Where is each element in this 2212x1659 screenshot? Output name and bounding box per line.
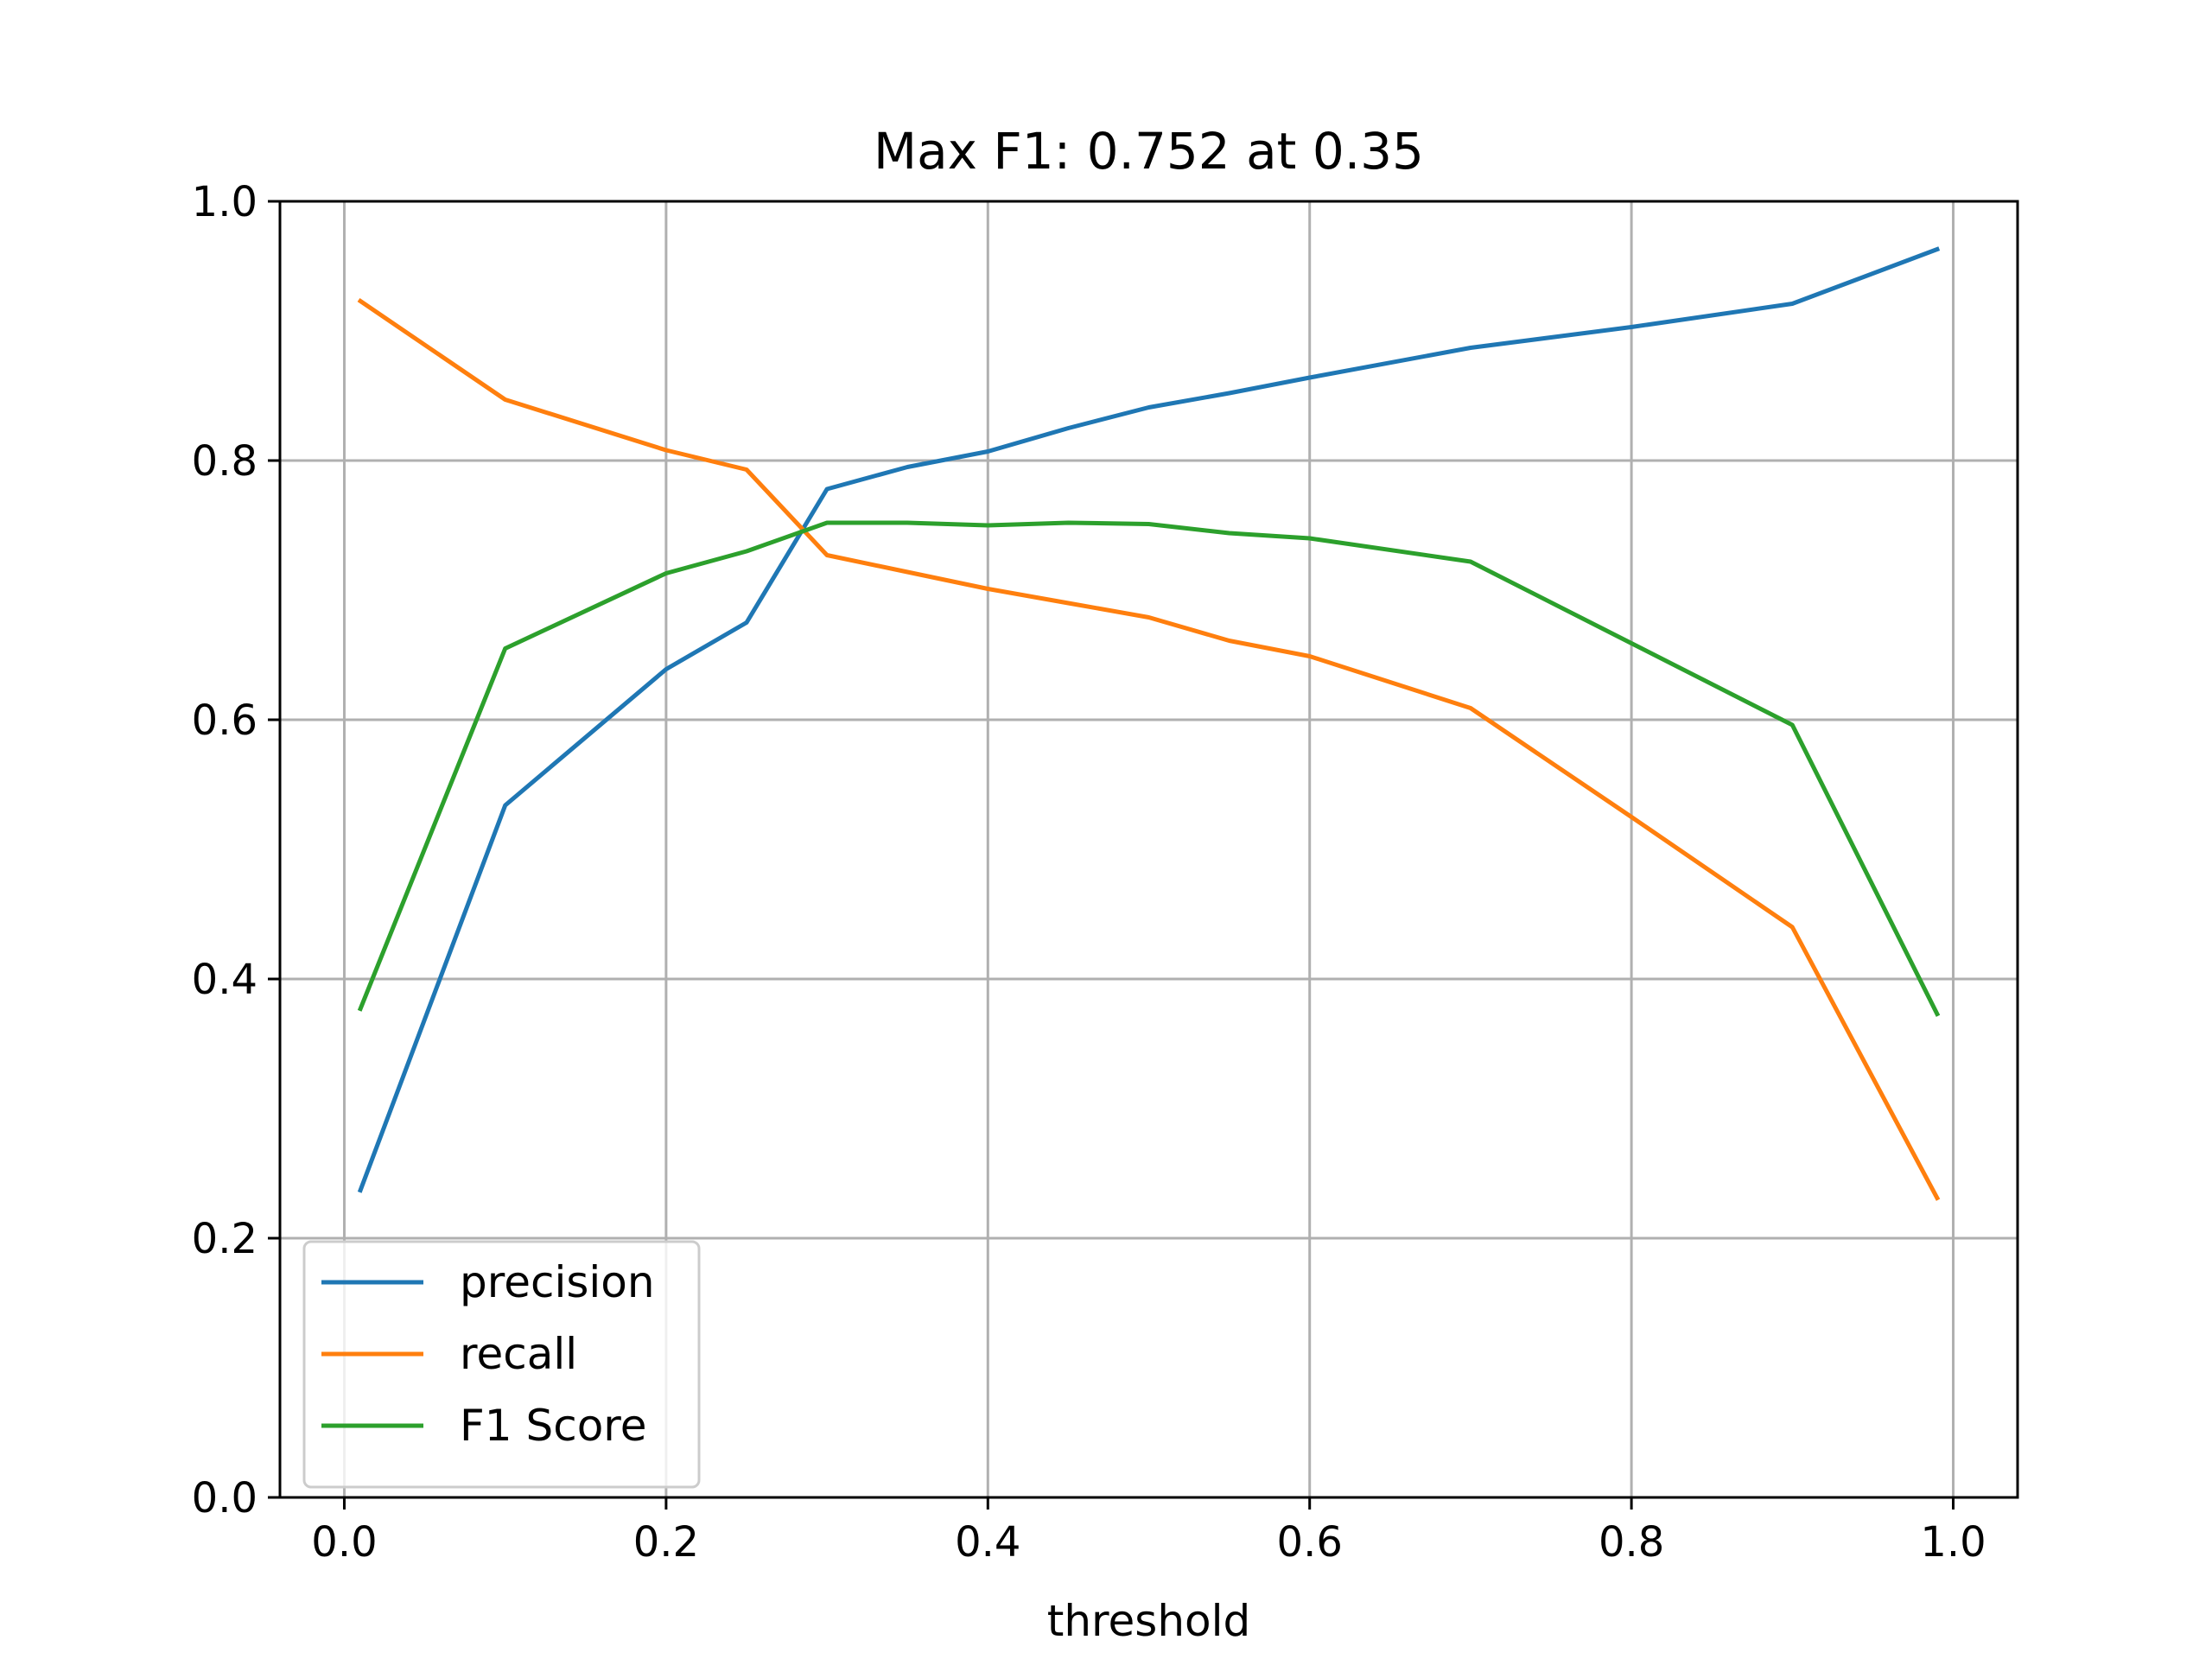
legend: precision recall F1 Score [302, 1240, 701, 1489]
y-tick-label: 0.6 [192, 696, 257, 745]
legend-label-f1-score: F1 Score [460, 1401, 647, 1451]
legend-label-precision: precision [460, 1257, 655, 1307]
plot-area-frame [278, 200, 2019, 1499]
series-lines [357, 246, 1941, 1201]
y-tick-label: 1.0 [192, 178, 257, 226]
y-tick-label: 0.4 [192, 956, 257, 1004]
x-tick-label: 1.0 [1920, 1518, 1986, 1567]
x-tick-label: 0.8 [1599, 1518, 1664, 1567]
y-tick-label: 0.2 [192, 1215, 257, 1263]
chart-title: Max F1: 0.752 at 0.35 [874, 122, 1424, 181]
series-line-f1-score [357, 520, 1941, 1017]
series-line-precision [357, 246, 1941, 1193]
x-tick-label: 0.2 [633, 1518, 699, 1567]
legend-label-recall: recall [460, 1329, 577, 1379]
y-tick-label: 0.8 [192, 437, 257, 486]
x-axis-label: threshold [1047, 1596, 1250, 1646]
series-line-recall [357, 298, 1941, 1201]
grid [280, 200, 2018, 1499]
y-tick-label: 0.0 [192, 1474, 257, 1522]
legend-items: precision recall F1 Score [321, 1257, 655, 1451]
x-tick-label: 0.6 [1277, 1518, 1343, 1567]
axis-ticks: 0.0 0.2 0.4 0.6 0.8 1.0 0.0 0.2 0.4 0.6 0.8 1.0 [192, 178, 1986, 1567]
x-tick-label: 0.0 [311, 1518, 377, 1567]
x-tick-label: 0.4 [955, 1518, 1020, 1567]
